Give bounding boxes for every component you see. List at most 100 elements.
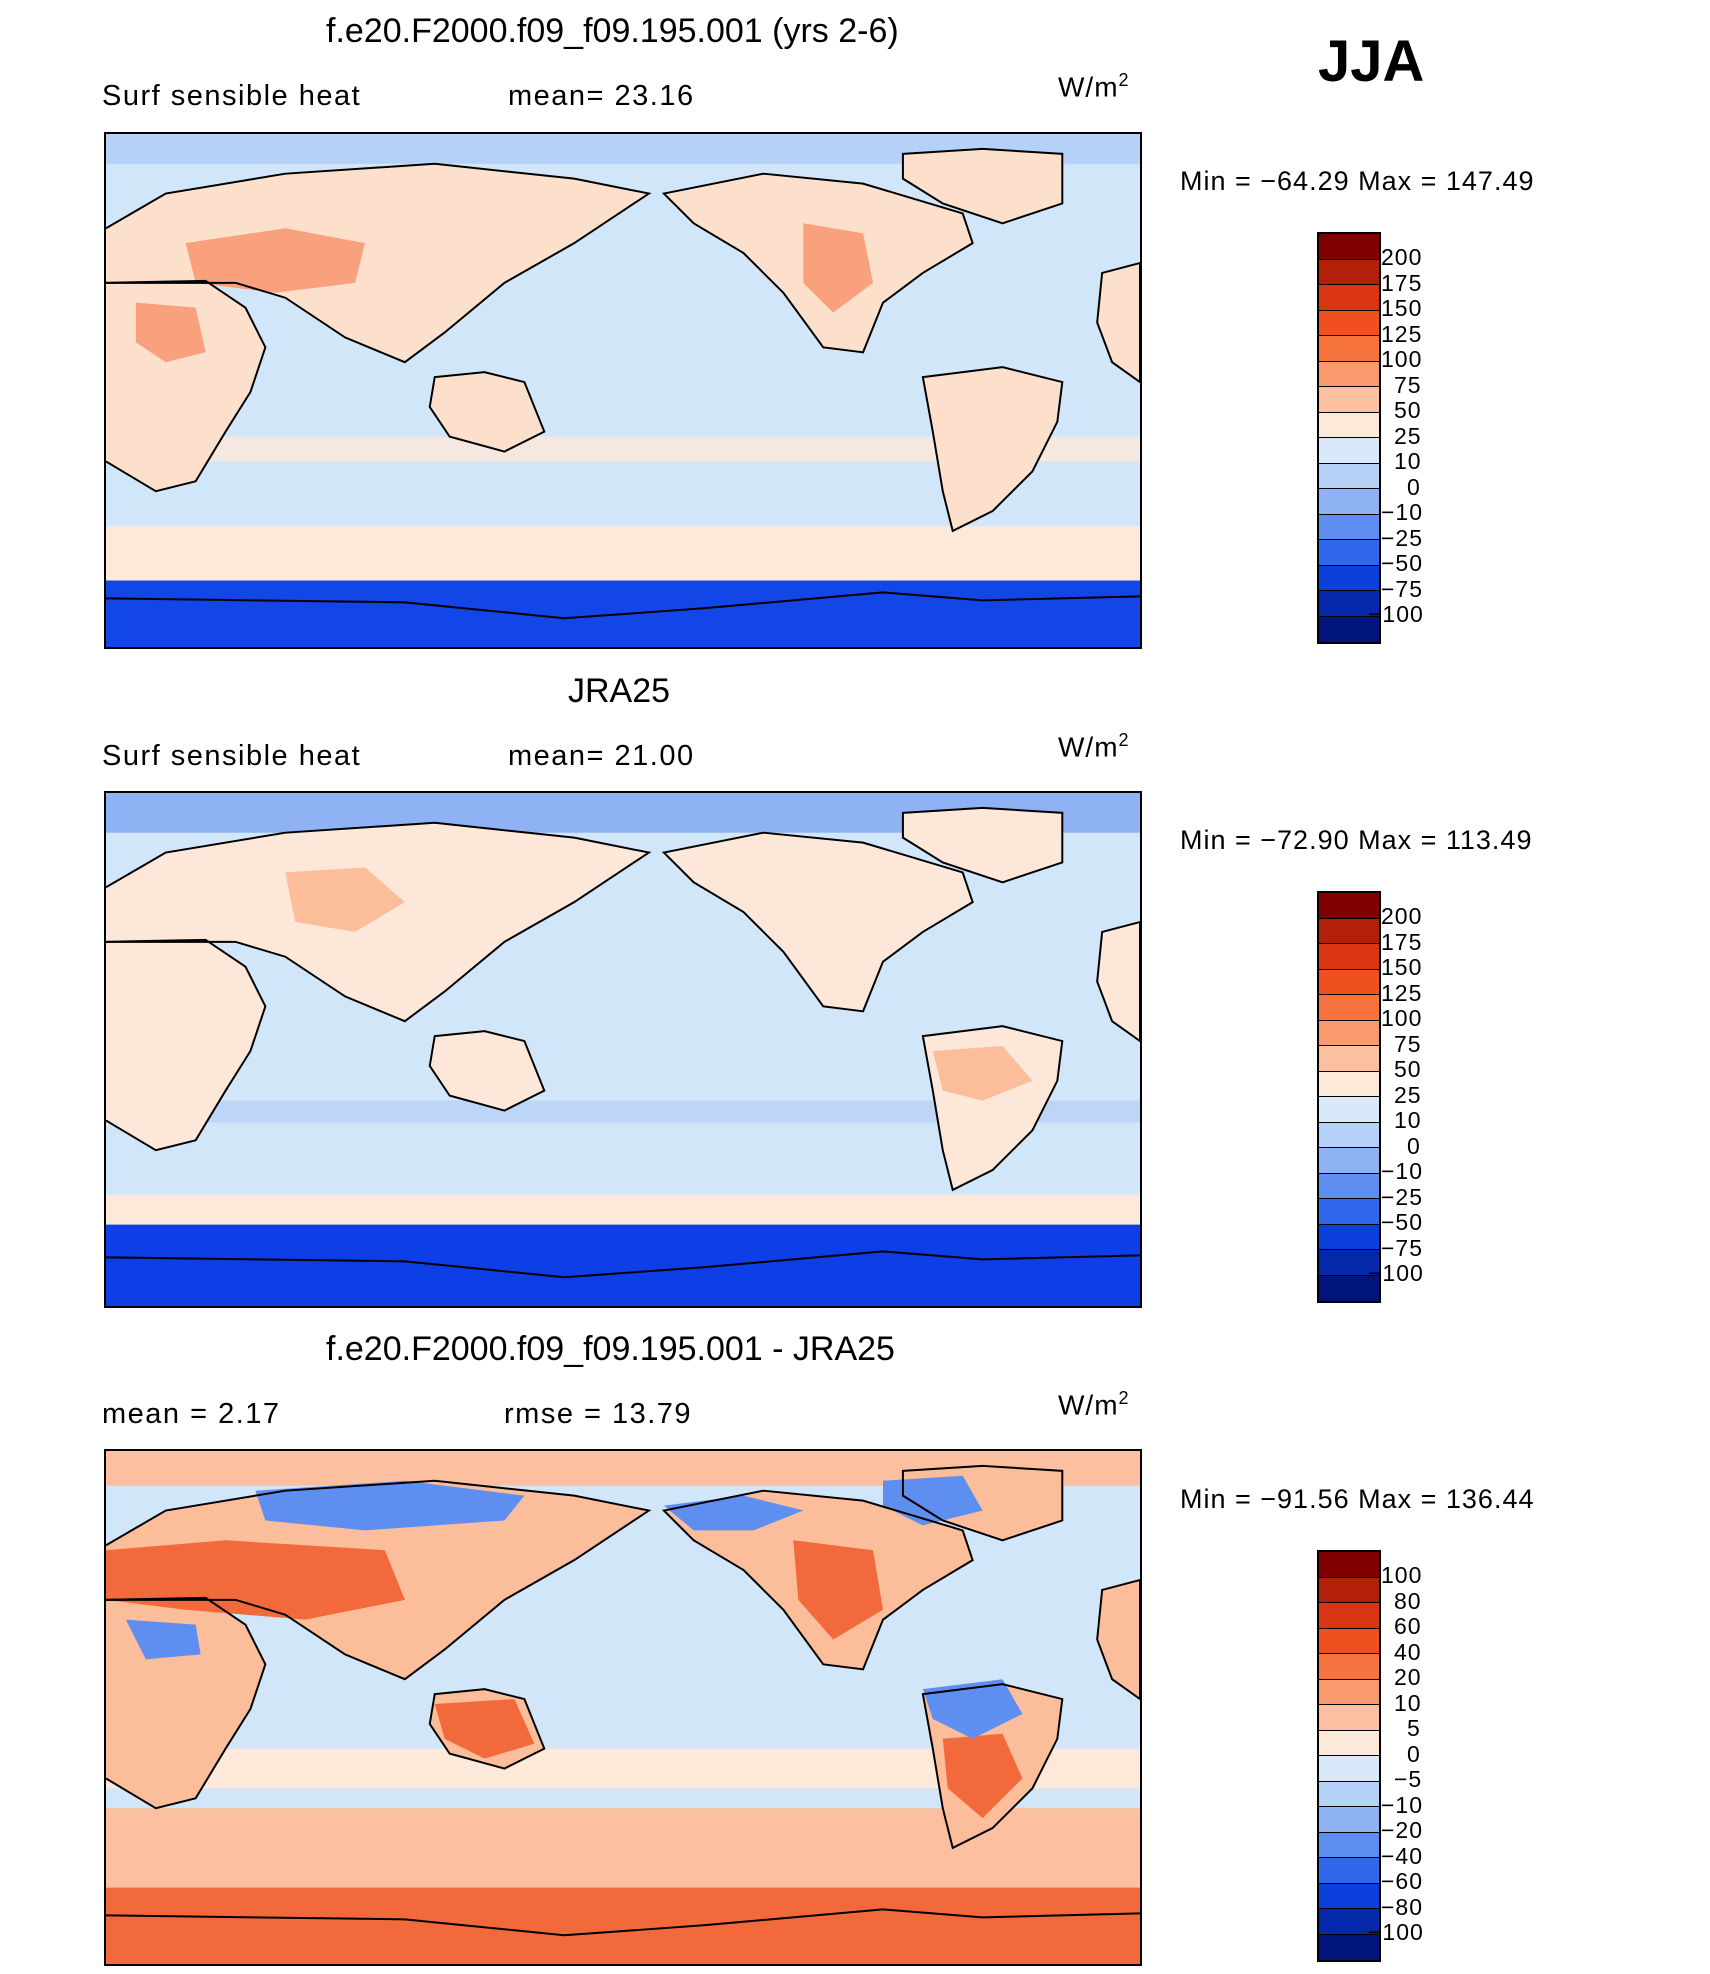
colorbar-tick-label: 50: [1394, 1056, 1422, 1082]
colorbar-tick-label: −75: [1381, 575, 1424, 602]
colorbar-swatch: [1319, 1250, 1379, 1276]
colorbar-swatch: [1319, 1046, 1379, 1072]
colorbar-tick-label: 150: [1381, 954, 1423, 980]
colorbar-swatch: [1319, 1275, 1379, 1301]
colorbar-swatch: [1319, 995, 1379, 1021]
panel-3-rmse: rmse = 13.79: [504, 1398, 693, 1430]
colorbar-swatch: [1319, 1781, 1379, 1807]
colorbar-tick-label: −60: [1381, 1868, 1424, 1894]
colorbar-tick-label: 50: [1394, 397, 1422, 423]
colorbar-tick-label: 125: [1381, 979, 1423, 1006]
colorbar-swatch: [1319, 1934, 1379, 1960]
colorbar-swatch: [1319, 1705, 1379, 1731]
panel-3-units: W/m2: [1058, 1388, 1130, 1421]
panel-3-minmax: Min = −91.56 Max = 136.44: [1180, 1484, 1535, 1514]
panel-2-map-plot: [106, 793, 1140, 1306]
colorbar-tick-label: 25: [1394, 1081, 1422, 1108]
colorbar-tick-label: −100: [1368, 1260, 1424, 1286]
panel-1-minmax: Min = −64.29 Max = 147.49: [1180, 166, 1535, 196]
colorbar-tick-label: −100: [1368, 1919, 1424, 1945]
colorbar-swatch: [1319, 259, 1379, 285]
panel-1-colorbar: [1317, 232, 1381, 644]
colorbar-swatch: [1319, 1909, 1379, 1935]
colorbar-swatch: [1319, 1832, 1379, 1858]
coastlines: [106, 806, 1140, 1279]
colorbar-swatch: [1319, 1628, 1379, 1654]
colorbar-swatch: [1319, 514, 1379, 540]
colorbar-swatch: [1319, 234, 1379, 260]
colorbar-swatch: [1319, 969, 1379, 995]
colorbar-swatch: [1319, 361, 1379, 387]
colorbar-swatch: [1319, 1756, 1379, 1782]
colorbar-tick-label: −20: [1381, 1817, 1424, 1843]
colorbar-tick-label: −10: [1381, 1791, 1424, 1818]
colorbar-swatch: [1319, 1858, 1379, 1884]
colorbar-tick-label: 0: [1407, 473, 1421, 500]
colorbar-tick-label: −25: [1381, 1183, 1424, 1210]
panel-2-map: [104, 791, 1142, 1308]
colorbar-tick-label: 175: [1381, 928, 1423, 955]
colorbar-swatch: [1319, 1679, 1379, 1705]
colorbar-swatch: [1319, 565, 1379, 591]
panel-2-variable: Surf sensible heat: [102, 740, 362, 772]
panel-2-minmax: Min = −72.90 Max = 113.49: [1180, 825, 1533, 855]
colorbar-tick-label: 20: [1394, 1664, 1422, 1690]
colorbar-tick-label: 0: [1407, 1132, 1421, 1159]
colorbar-tick-label: 10: [1394, 1107, 1422, 1133]
colorbar-swatch: [1319, 1552, 1379, 1578]
colorbar-tick-label: 200: [1381, 244, 1423, 270]
panel-1-variable: Surf sensible heat: [102, 80, 362, 112]
colorbar-tick-label: −80: [1381, 1893, 1424, 1920]
colorbar-swatch: [1319, 1654, 1379, 1680]
colorbar-swatch: [1319, 591, 1379, 617]
hot-spots: [285, 867, 1033, 1101]
colorbar-swatch: [1319, 540, 1379, 566]
colorbar-swatch: [1319, 285, 1379, 311]
colorbar-swatch: [1319, 310, 1379, 336]
colorbar-tick-label: 75: [1394, 1030, 1422, 1057]
colorbar-swatch: [1319, 616, 1379, 642]
colorbar-tick-label: −50: [1381, 550, 1424, 576]
colorbar-tick-label: −50: [1381, 1209, 1424, 1235]
panel-3-colorbar: [1317, 1550, 1381, 1962]
colorbar-tick-label: 175: [1381, 269, 1423, 296]
antarctic-band: [106, 1224, 1140, 1306]
colorbar-tick-label: 75: [1394, 371, 1422, 398]
colorbar-tick-label: 100: [1381, 346, 1423, 372]
colorbar-tick-label: 125: [1381, 320, 1423, 347]
panel-1-title: f.e20.F2000.f09_f09.195.001 (yrs 2-6): [326, 12, 899, 50]
panel-1-map: [104, 132, 1142, 649]
colorbar-swatch: [1319, 489, 1379, 515]
colorbar-swatch: [1319, 1603, 1379, 1629]
colorbar-swatch: [1319, 1173, 1379, 1199]
colorbar-tick-label: 10: [1394, 1689, 1422, 1716]
panel-2-units: W/m2: [1058, 730, 1130, 763]
colorbar-swatch: [1319, 438, 1379, 464]
colorbar-tick-label: 60: [1394, 1613, 1422, 1639]
colorbar-swatch: [1319, 1577, 1379, 1603]
panel-3-title: f.e20.F2000.f09_f09.195.001 - JRA25: [326, 1330, 895, 1368]
colorbar-tick-label: −40: [1381, 1842, 1424, 1869]
colorbar-tick-label: 80: [1394, 1587, 1422, 1614]
panel-1-units: W/m2: [1058, 70, 1130, 103]
colorbar-swatch: [1319, 1883, 1379, 1909]
colorbar-tick-label: 100: [1381, 1562, 1423, 1588]
panel-2-mean: mean= 21.00: [508, 740, 695, 772]
colorbar-swatch: [1319, 944, 1379, 970]
colorbar-swatch: [1319, 1730, 1379, 1756]
panel-1-mean: mean= 23.16: [508, 80, 695, 112]
colorbar-tick-label: 10: [1394, 448, 1422, 474]
panel-3-map: [104, 1449, 1142, 1966]
colorbar-swatch: [1319, 412, 1379, 438]
colorbar-tick-label: 5: [1407, 1715, 1421, 1741]
colorbar-swatch: [1319, 1122, 1379, 1148]
colorbar-swatch: [1319, 1020, 1379, 1046]
colorbar-tick-label: 0: [1407, 1740, 1421, 1767]
colorbar-swatch: [1319, 463, 1379, 489]
colorbar-swatch: [1319, 1071, 1379, 1097]
coastlines: [106, 1464, 1140, 1937]
hot-spots: [135, 223, 874, 363]
season-label: JJA: [1318, 29, 1425, 94]
panel-2-colorbar: [1317, 891, 1381, 1303]
colorbar-swatch: [1319, 893, 1379, 919]
